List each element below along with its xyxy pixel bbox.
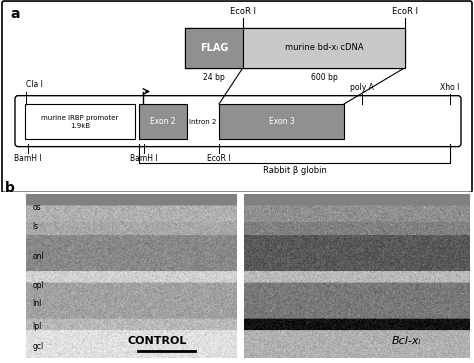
Text: poly A: poly A	[350, 82, 374, 91]
Bar	[185, 28, 243, 68]
Text: EcoR I: EcoR I	[392, 7, 418, 16]
Text: gcl: gcl	[32, 342, 44, 351]
Text: CONTROL: CONTROL	[127, 336, 187, 346]
Text: onl: onl	[32, 252, 44, 261]
Text: b: b	[5, 182, 15, 196]
Bar	[139, 104, 187, 139]
Text: BamH I: BamH I	[14, 154, 42, 163]
FancyBboxPatch shape	[15, 96, 461, 147]
Text: EcoR I: EcoR I	[230, 7, 256, 16]
Text: 600 bp: 600 bp	[310, 73, 337, 82]
FancyBboxPatch shape	[2, 1, 472, 192]
Text: 24 bp: 24 bp	[203, 73, 225, 82]
Text: Cla I: Cla I	[26, 81, 43, 89]
Bar	[219, 104, 344, 139]
Bar	[243, 28, 405, 68]
Text: murine IRBP promoter
1.9kB: murine IRBP promoter 1.9kB	[41, 115, 118, 129]
Bar	[25, 104, 135, 139]
Text: ls: ls	[32, 223, 39, 231]
Text: Exon 2: Exon 2	[150, 117, 176, 126]
Text: lnl: lnl	[32, 299, 42, 308]
Text: Xho I: Xho I	[440, 82, 460, 91]
Text: os: os	[32, 203, 41, 212]
Text: murine bd-xₗ cDNA: murine bd-xₗ cDNA	[285, 43, 363, 52]
Text: lpl: lpl	[32, 322, 42, 331]
Text: a: a	[10, 7, 19, 21]
Bar	[185, 28, 405, 68]
Text: Intron 2: Intron 2	[189, 119, 217, 125]
Text: EcoR I: EcoR I	[207, 154, 231, 163]
Text: Bcl-xₗ: Bcl-xₗ	[392, 336, 421, 346]
Text: Rabbit β globin: Rabbit β globin	[263, 166, 327, 175]
Text: FLAG: FLAG	[200, 43, 228, 53]
Text: Exon 3: Exon 3	[269, 117, 294, 126]
Text: opl: opl	[32, 281, 44, 290]
Text: BamH I: BamH I	[130, 154, 158, 163]
